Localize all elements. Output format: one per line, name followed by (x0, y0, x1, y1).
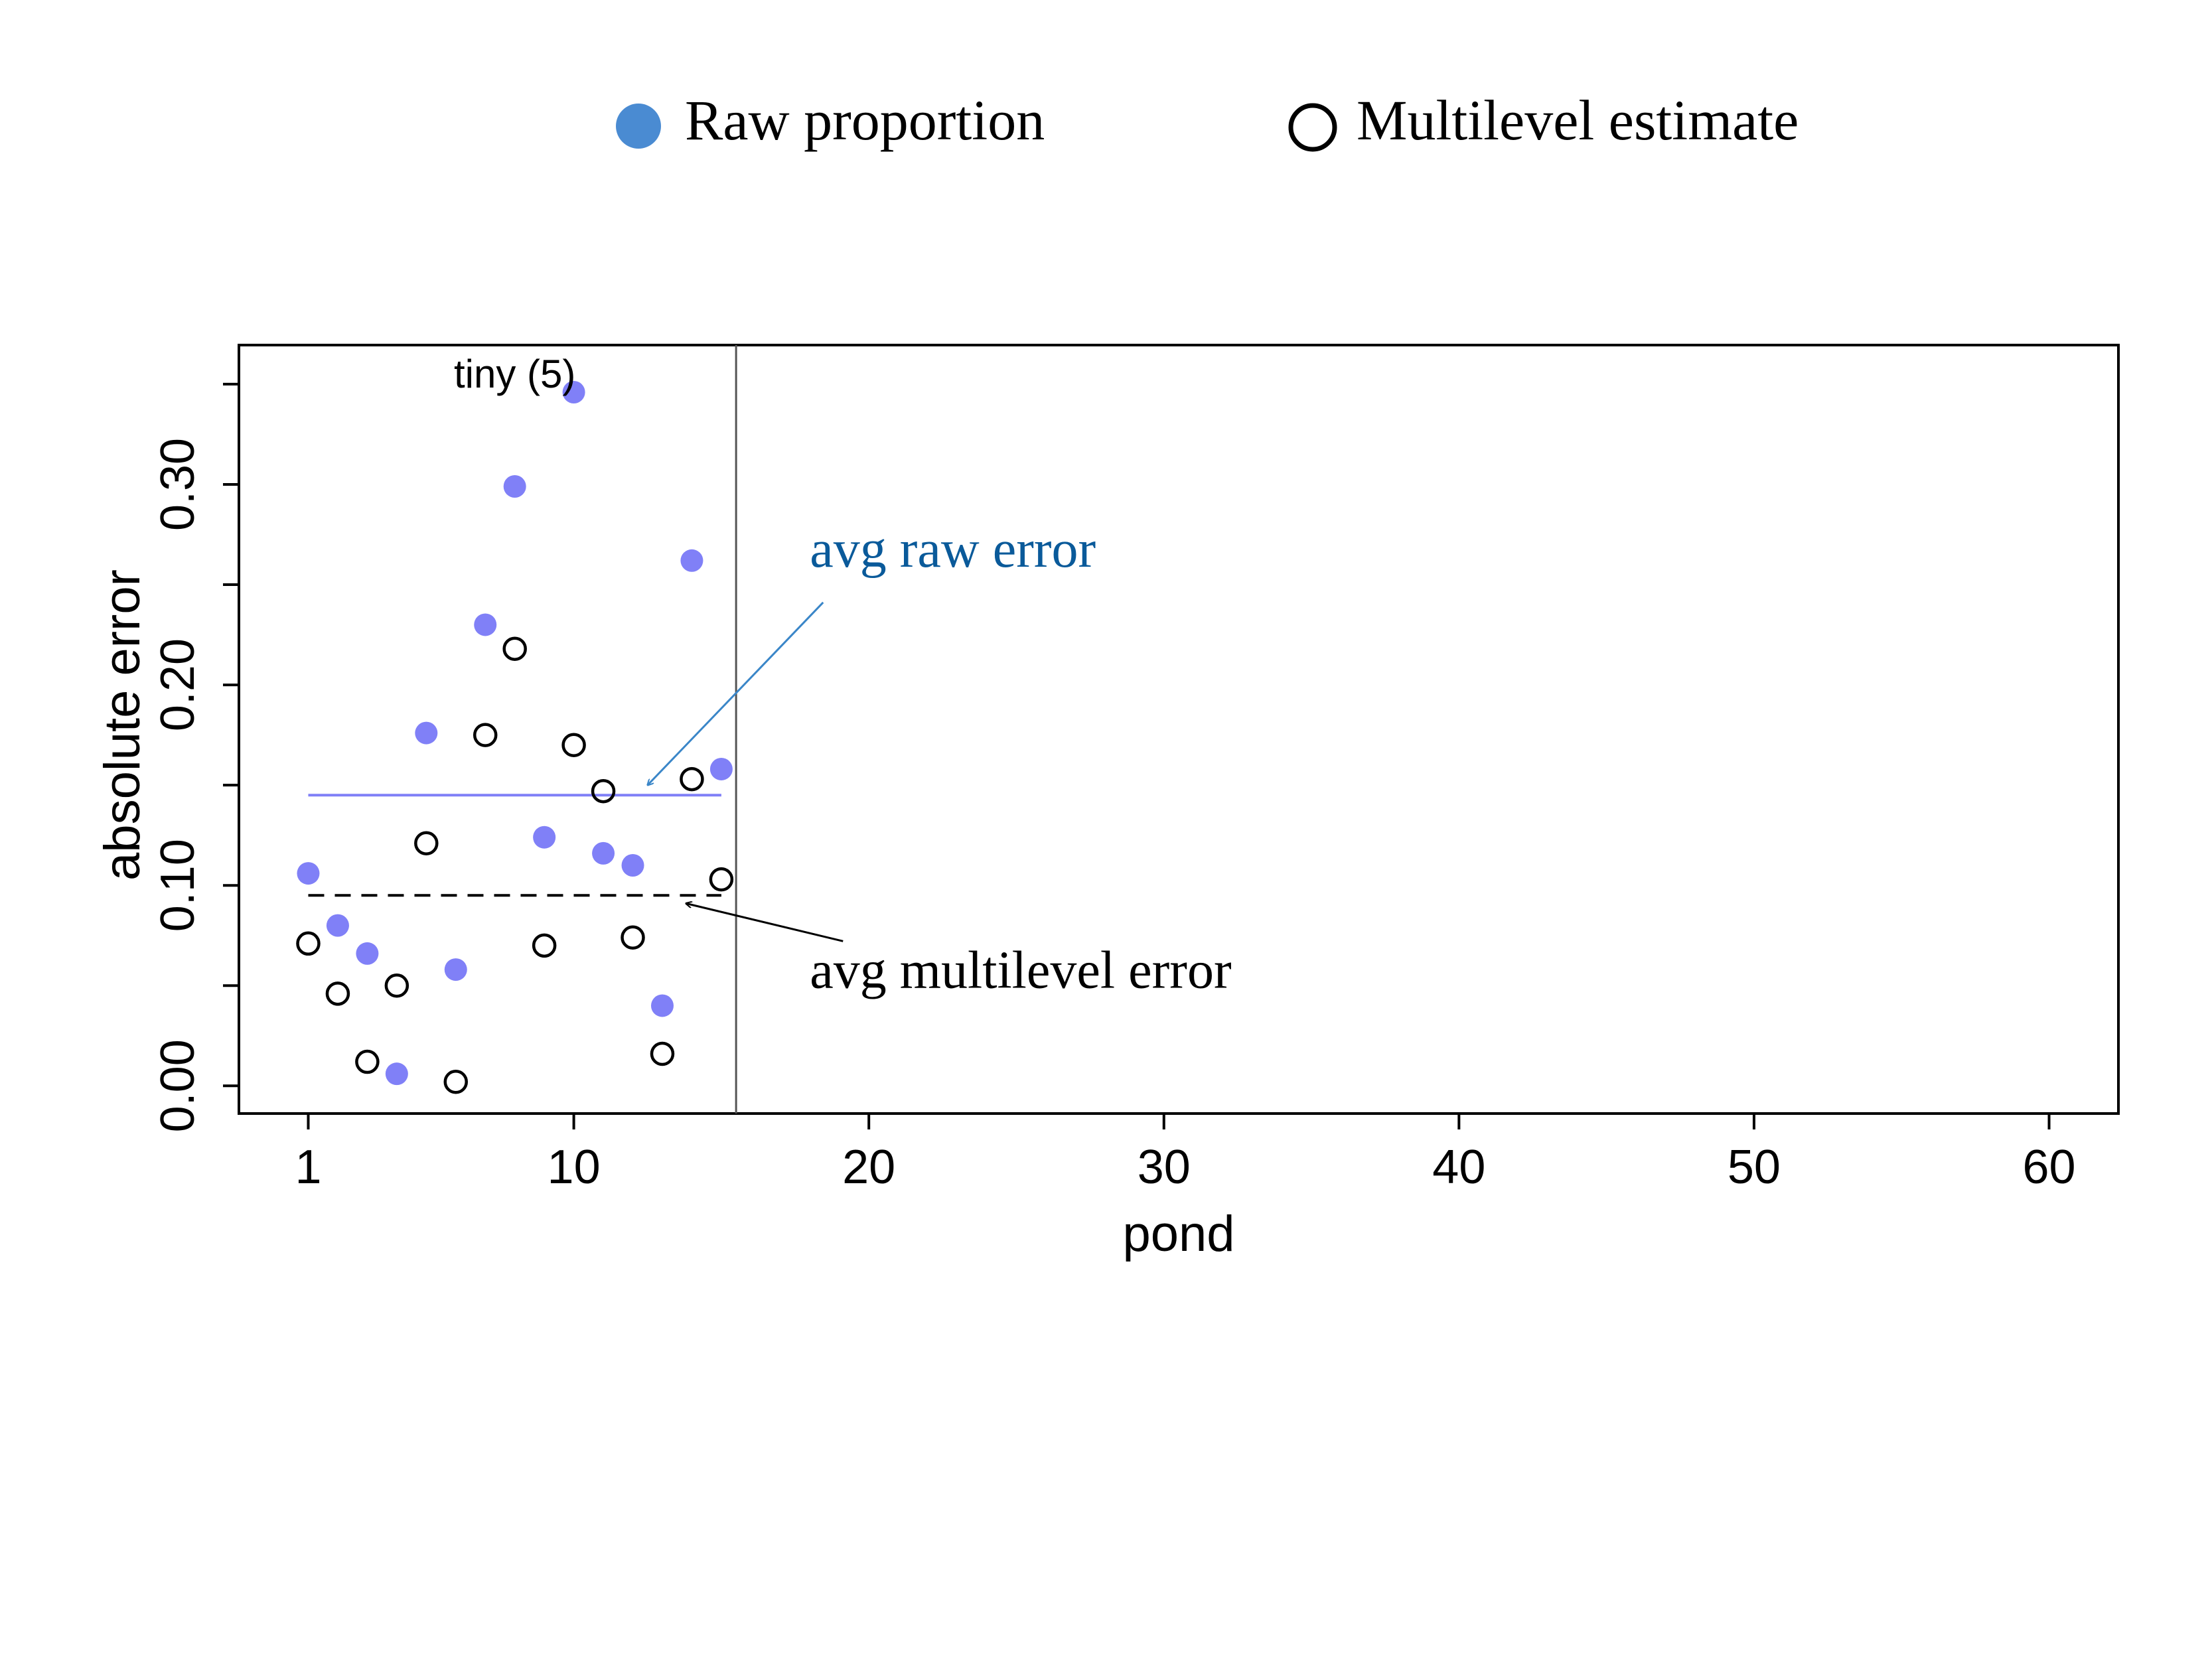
y-axis-label: absolute error (94, 569, 151, 881)
series-raw-proportion (297, 380, 733, 1086)
point-multilevel (296, 931, 321, 956)
point-multilevel (621, 925, 645, 950)
plot-frame (238, 344, 2120, 1115)
point-raw (650, 994, 674, 1017)
point-raw (503, 474, 526, 498)
y-tick-label: 0.10 (151, 839, 204, 932)
point-raw (621, 853, 644, 877)
x-axis-label: pond (1122, 1206, 1234, 1262)
legend-marker-multilevel (1288, 103, 1337, 152)
legend: Raw proportion Multilevel estimate (616, 88, 1799, 152)
arrow-avg-raw-error (648, 601, 824, 785)
point-raw (444, 958, 467, 981)
point-multilevel (355, 1049, 380, 1074)
point-raw (592, 841, 615, 865)
point-raw (562, 380, 585, 403)
annotation-avg-raw-error: avg raw error (810, 520, 1096, 579)
point-raw (474, 613, 497, 636)
point-multilevel (325, 981, 350, 1006)
point-multilevel (561, 733, 586, 757)
legend-label-raw: Raw proportion (685, 88, 1045, 152)
y-tick-label: 0.20 (151, 638, 204, 731)
annotation-tiny: tiny (5) (454, 352, 575, 396)
point-multilevel (591, 778, 616, 804)
x-tick-label: 20 (842, 1141, 895, 1194)
point-multilevel (443, 1070, 469, 1094)
point-raw (680, 549, 703, 572)
point-multilevel (650, 1041, 675, 1066)
x-tick-label: 50 (1728, 1141, 1781, 1194)
y-tick-label: 0.30 (151, 438, 204, 531)
point-multilevel (473, 723, 498, 747)
point-raw (297, 862, 320, 885)
x-tick-label: 40 (1432, 1141, 1485, 1194)
point-multilevel (502, 636, 527, 661)
x-axis: 1 10 20 30 40 50 60 (295, 1114, 2076, 1194)
x-tick-label: 30 (1138, 1141, 1191, 1194)
point-multilevel (680, 766, 704, 792)
point-multilevel (709, 867, 734, 892)
annotation-avg-multilevel-error: avg multilevel error (810, 941, 1231, 999)
point-raw (415, 721, 438, 745)
point-multilevel (384, 974, 409, 998)
point-multilevel (414, 831, 439, 856)
legend-marker-raw (616, 104, 661, 149)
point-raw (709, 757, 733, 780)
point-raw (326, 914, 349, 937)
x-tick-label: 10 (548, 1141, 601, 1194)
legend-label-multilevel: Multilevel estimate (1357, 88, 1799, 152)
point-raw (385, 1062, 408, 1086)
point-multilevel (532, 933, 557, 958)
y-tick-label: 0.00 (151, 1039, 204, 1132)
arrow-avg-multilevel-error (686, 903, 844, 942)
x-tick-label: 60 (2022, 1141, 2075, 1194)
x-tick-label: 1 (295, 1141, 321, 1194)
point-raw (356, 942, 379, 965)
y-axis: 0.00 0.10 0.20 0.30 (151, 382, 239, 1132)
series-multilevel-estimate (296, 636, 734, 1094)
point-raw (533, 826, 556, 849)
